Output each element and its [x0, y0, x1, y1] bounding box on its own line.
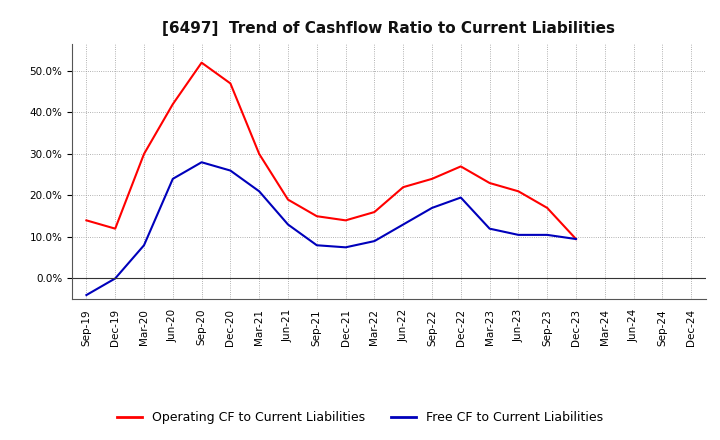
Operating CF to Current Liabilities	[111, 226, 120, 231]
Free CF to Current Liabilities	[572, 236, 580, 242]
Operating CF to Current Liabilities	[399, 184, 408, 190]
Title: [6497]  Trend of Cashflow Ratio to Current Liabilities: [6497] Trend of Cashflow Ratio to Curren…	[162, 21, 616, 36]
Free CF to Current Liabilities	[341, 245, 350, 250]
Free CF to Current Liabilities	[312, 242, 321, 248]
Free CF to Current Liabilities	[485, 226, 494, 231]
Free CF to Current Liabilities	[284, 222, 292, 227]
Free CF to Current Liabilities	[140, 242, 148, 248]
Operating CF to Current Liabilities	[197, 60, 206, 65]
Free CF to Current Liabilities	[456, 195, 465, 200]
Operating CF to Current Liabilities	[370, 209, 379, 215]
Legend: Operating CF to Current Liabilities, Free CF to Current Liabilities: Operating CF to Current Liabilities, Fre…	[112, 407, 608, 429]
Free CF to Current Liabilities	[82, 293, 91, 298]
Free CF to Current Liabilities	[255, 189, 264, 194]
Operating CF to Current Liabilities	[140, 151, 148, 157]
Free CF to Current Liabilities	[428, 205, 436, 211]
Line: Operating CF to Current Liabilities: Operating CF to Current Liabilities	[86, 62, 576, 239]
Operating CF to Current Liabilities	[168, 102, 177, 107]
Operating CF to Current Liabilities	[82, 218, 91, 223]
Free CF to Current Liabilities	[197, 160, 206, 165]
Line: Free CF to Current Liabilities: Free CF to Current Liabilities	[86, 162, 576, 295]
Operating CF to Current Liabilities	[543, 205, 552, 211]
Free CF to Current Liabilities	[168, 176, 177, 182]
Operating CF to Current Liabilities	[255, 151, 264, 157]
Operating CF to Current Liabilities	[428, 176, 436, 182]
Free CF to Current Liabilities	[514, 232, 523, 238]
Operating CF to Current Liabilities	[572, 236, 580, 242]
Free CF to Current Liabilities	[370, 238, 379, 244]
Free CF to Current Liabilities	[399, 222, 408, 227]
Free CF to Current Liabilities	[226, 168, 235, 173]
Free CF to Current Liabilities	[111, 276, 120, 281]
Operating CF to Current Liabilities	[284, 197, 292, 202]
Operating CF to Current Liabilities	[456, 164, 465, 169]
Operating CF to Current Liabilities	[312, 213, 321, 219]
Operating CF to Current Liabilities	[485, 180, 494, 186]
Operating CF to Current Liabilities	[226, 81, 235, 86]
Operating CF to Current Liabilities	[341, 218, 350, 223]
Operating CF to Current Liabilities	[514, 189, 523, 194]
Free CF to Current Liabilities	[543, 232, 552, 238]
